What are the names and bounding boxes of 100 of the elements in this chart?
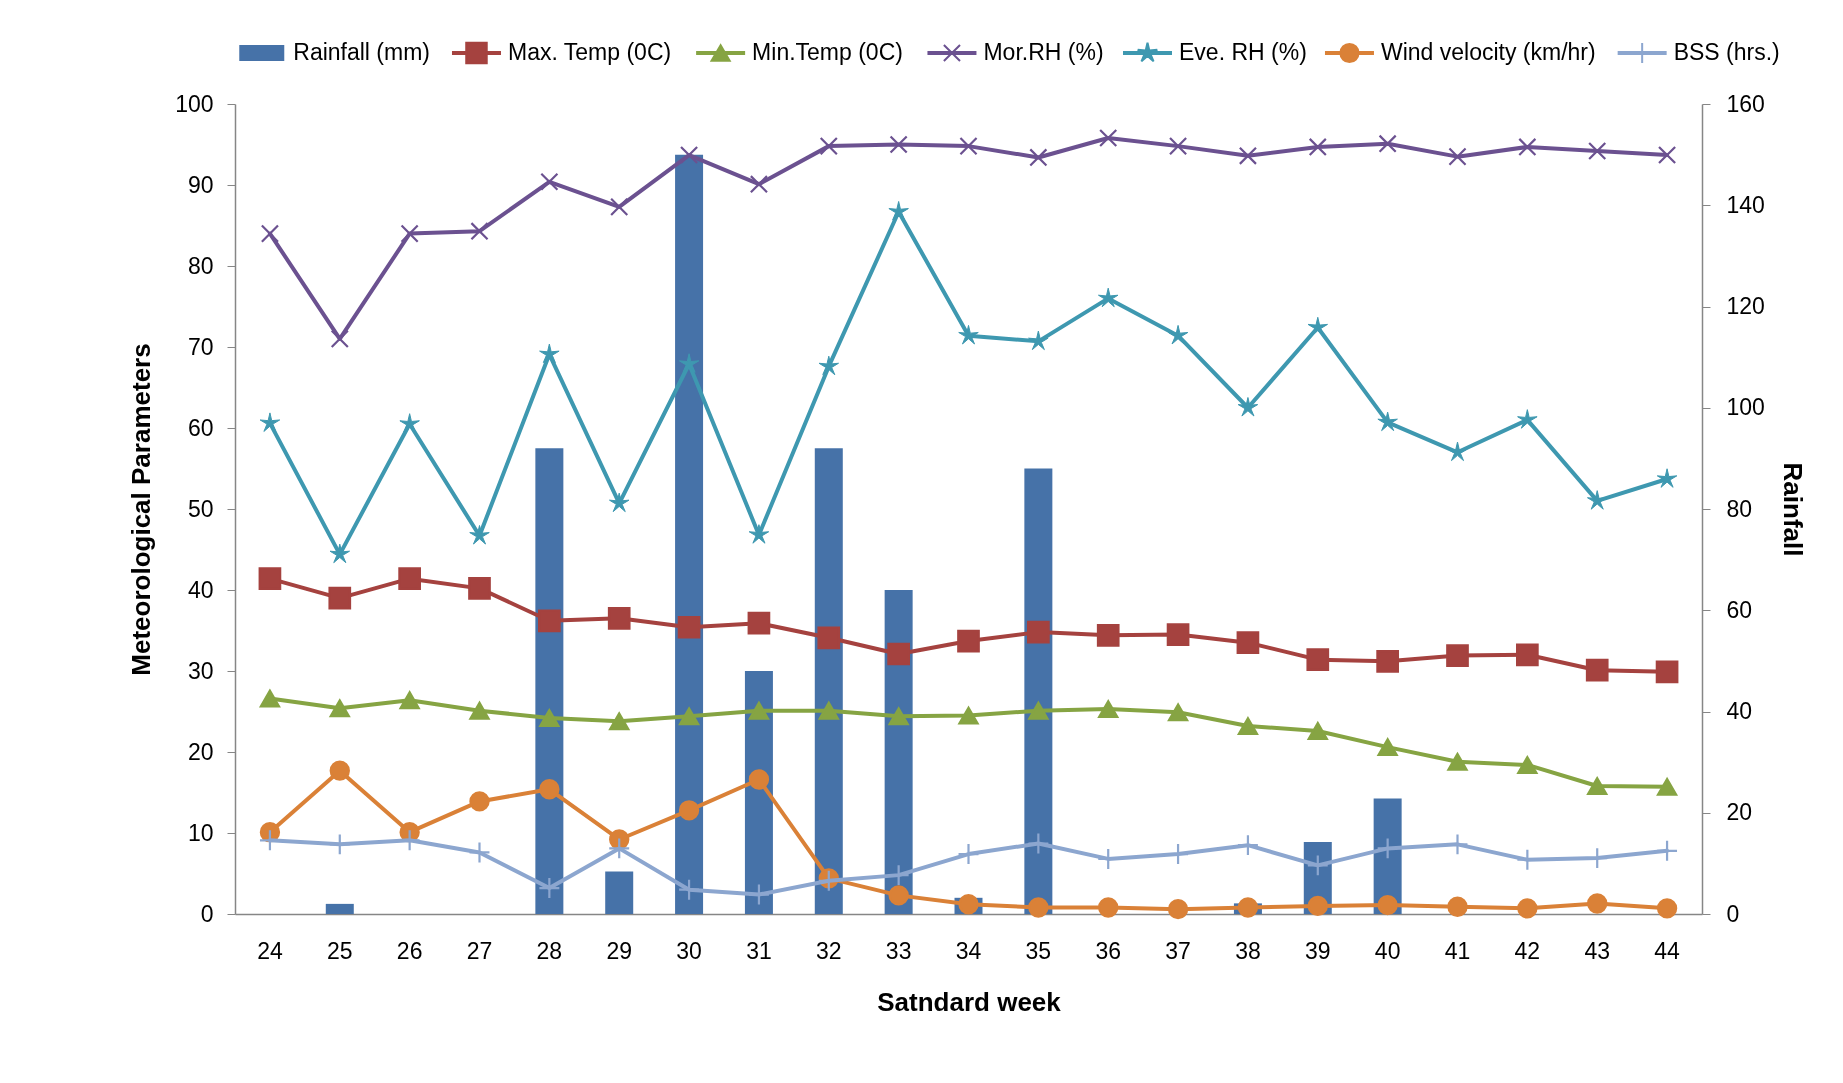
point	[1027, 620, 1050, 644]
point	[748, 701, 770, 720]
point	[958, 706, 979, 725]
x-tick-label: 34	[955, 937, 982, 964]
point	[678, 800, 700, 821]
point	[1448, 147, 1467, 166]
y-tick-label: 20	[187, 738, 214, 765]
point	[888, 885, 909, 906]
point	[399, 413, 420, 433]
x-tick-label: 28	[536, 937, 563, 964]
point	[1656, 777, 1678, 796]
point	[1657, 145, 1677, 165]
y-tick-label: 40	[187, 576, 214, 603]
point	[1168, 136, 1188, 156]
point	[818, 355, 840, 376]
point	[958, 894, 979, 915]
y2-tick-label: 100	[1726, 394, 1765, 421]
point	[1028, 897, 1049, 918]
point	[609, 712, 630, 731]
point	[1587, 893, 1608, 914]
point	[1656, 468, 1678, 488]
y-tick-label: 90	[187, 171, 214, 198]
y2-tick-label: 20	[1726, 799, 1753, 826]
point	[1308, 137, 1327, 157]
point	[1237, 897, 1259, 918]
point	[468, 841, 491, 864]
x-tick-label: 31	[746, 937, 772, 964]
point	[1517, 755, 1538, 774]
y-tick-label: 60	[187, 414, 214, 441]
x-tick-label: 39	[1304, 937, 1331, 964]
point	[1307, 895, 1328, 917]
x-tick-label: 44	[1654, 937, 1681, 964]
point	[957, 629, 980, 653]
legend-label: Min.Temp (0C)	[752, 39, 903, 65]
y-tick-label: 30	[187, 657, 214, 684]
point	[1447, 441, 1468, 462]
point	[540, 172, 559, 191]
point	[1656, 839, 1679, 862]
point	[1236, 631, 1260, 654]
y2-tick-label: 0	[1726, 900, 1740, 927]
point	[747, 883, 770, 906]
y-tick-label: 50	[187, 495, 214, 522]
y2-tick-label: 80	[1726, 495, 1753, 522]
point	[400, 224, 419, 243]
point	[1028, 330, 1049, 351]
point	[889, 135, 908, 154]
point	[1167, 898, 1189, 920]
point	[1029, 148, 1048, 167]
point	[608, 492, 630, 513]
x-tick-label: 27	[466, 937, 493, 964]
y-axis-title: Meteorological Parameters	[126, 343, 157, 676]
point	[747, 611, 771, 635]
point	[1377, 738, 1398, 757]
point	[1516, 643, 1539, 667]
y2-axis-title: Rainfall	[1777, 462, 1808, 557]
legend-label: Eve. RH (%)	[1179, 39, 1307, 65]
point	[888, 200, 909, 221]
point	[1237, 397, 1259, 417]
point	[1378, 134, 1397, 153]
point	[1585, 658, 1609, 682]
point	[1587, 777, 1608, 795]
x-tick-label: 36	[1095, 937, 1122, 964]
point	[259, 689, 281, 708]
point	[748, 524, 770, 544]
y2-tick-label: 120	[1726, 293, 1765, 319]
point	[1518, 137, 1537, 157]
point	[1166, 623, 1190, 646]
point	[1376, 649, 1399, 673]
x-tick-label: 41	[1444, 937, 1471, 964]
point	[1167, 703, 1189, 722]
y-tick-label: 80	[187, 252, 214, 279]
point	[398, 567, 421, 591]
point	[1307, 316, 1329, 337]
point	[1655, 660, 1679, 684]
bar	[325, 903, 354, 914]
point	[1307, 721, 1328, 740]
x-tick-label: 25	[326, 937, 353, 964]
x-tick-label: 35	[1025, 937, 1052, 964]
point	[399, 691, 420, 710]
point	[749, 175, 769, 194]
y2-tick-label: 140	[1726, 191, 1765, 218]
point	[538, 609, 561, 633]
x-tick-label: 32	[815, 937, 842, 964]
point	[538, 877, 561, 900]
x-tick-label: 43	[1584, 937, 1611, 964]
point	[329, 760, 350, 781]
point	[818, 701, 839, 720]
point	[1028, 701, 1049, 720]
point	[1238, 146, 1258, 165]
point	[329, 699, 350, 718]
point	[610, 197, 629, 217]
point	[888, 707, 909, 726]
point	[819, 136, 838, 156]
point	[1167, 324, 1189, 345]
x-tick-label: 30	[676, 937, 702, 964]
point	[1306, 648, 1330, 672]
point	[1098, 897, 1119, 918]
point	[957, 843, 980, 866]
point	[469, 791, 490, 812]
point	[1588, 141, 1607, 161]
